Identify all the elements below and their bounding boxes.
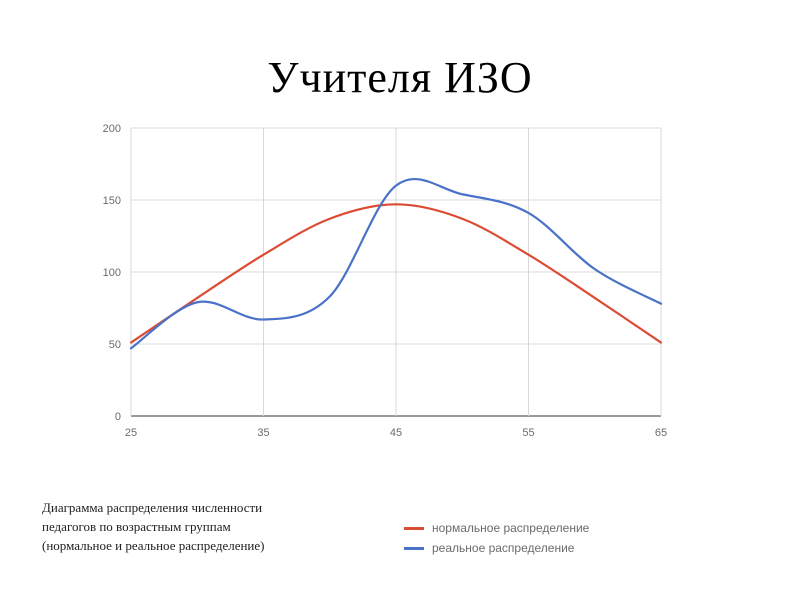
series-line-normal bbox=[129, 203, 663, 344]
caption-line: Диаграмма распределения численности bbox=[42, 500, 263, 515]
chart-legend: нормальное распределение реальное распре… bbox=[404, 518, 589, 558]
y-tick-label: 100 bbox=[103, 267, 121, 279]
x-tick-label: 25 bbox=[125, 427, 137, 439]
series-line-real bbox=[129, 178, 663, 350]
legend-swatch-real bbox=[404, 546, 424, 550]
x-tick-label: 45 bbox=[390, 427, 402, 439]
slide-title: Учителя ИЗО bbox=[267, 53, 533, 102]
y-tick-label: 200 bbox=[103, 123, 121, 135]
x-tick-label: 55 bbox=[522, 427, 534, 439]
x-tick-label: 65 bbox=[655, 427, 667, 439]
legend-item-normal: нормальное распределение bbox=[404, 518, 589, 538]
legend-label: реальное распределение bbox=[432, 541, 575, 555]
chart-caption: Диаграмма распределения численности педа… bbox=[42, 498, 342, 555]
y-tick-label: 150 bbox=[103, 195, 121, 207]
tick-layer: 0 50 100 150 200 25 35 45 55 65 bbox=[103, 123, 667, 439]
x-tick-label: 35 bbox=[257, 427, 269, 439]
y-tick-label: 0 bbox=[115, 411, 121, 423]
y-tick-label: 50 bbox=[109, 339, 121, 351]
caption-line: педагогов по возрастным группам bbox=[42, 519, 231, 534]
legend-swatch-normal bbox=[404, 526, 424, 530]
legend-item-real: реальное распределение bbox=[404, 538, 589, 558]
legend-label: нормальное распределение bbox=[432, 521, 590, 535]
series-layer bbox=[129, 178, 663, 350]
grid-layer bbox=[130, 127, 662, 417]
caption-line: (нормальное и реальное распределение) bbox=[42, 538, 265, 553]
line-chart: 0 50 100 150 200 25 35 45 55 65 bbox=[103, 123, 667, 439]
